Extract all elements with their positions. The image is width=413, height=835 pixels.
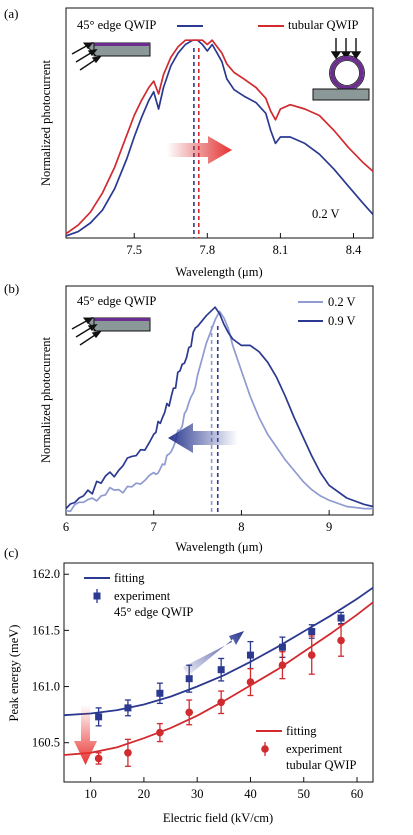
fit-curve-2 [63,601,374,756]
panel-b-peak-markers [210,326,219,515]
panel-a-shift-arrow [167,136,232,164]
panel-b-x-ticks: 6 7 8 9 [63,510,332,534]
legend-bottom-fit-label: fitting [286,724,317,738]
x-tick-label: 7.5 [126,243,142,257]
panel-c-legend-top: fitting experiment 45° edge QWIP [84,571,193,619]
data-point-square [308,628,316,636]
data-point-circle [278,661,287,669]
panel-a-voltage-annotation: 0.2 V [312,207,340,221]
data-point-circle [337,636,345,645]
panel-a-label: (a) [4,6,18,21]
panel-c-x-ticks: 10 20 30 40 50 60 [84,777,363,801]
panel-b-y-axis-label: Normalized photocurrent [39,336,53,463]
x-tick-label: 30 [191,787,204,801]
data-point-circle [217,698,225,707]
data-point-square [337,614,345,622]
legend-bottom-experiment-label: experiment [286,742,343,756]
panel-c-blue-arrow [183,631,244,676]
legend-top-device-label: 45° edge QWIP [114,605,193,619]
panel-c-data-points [94,611,345,767]
data-point-circle [307,651,316,659]
legend-0-9v-label: 0.9 V [328,314,356,328]
x-tick-label: 60 [351,787,364,801]
x-tick-label: 8.4 [346,243,362,257]
data-point-square [217,666,225,674]
x-tick-label: 10 [84,787,97,801]
legend-0-2v-label: 0.2 V [328,295,356,309]
data-point-square [185,675,193,683]
legend-top-fit-label: fitting [114,571,145,585]
series-line-2 [65,306,374,510]
panel-c-y-ticks: 160.5 161.0 161.5 162.0 [32,567,69,750]
x-tick-label: 40 [244,787,257,801]
data-point-square [246,651,254,659]
panel-c: (c) 10 20 30 40 50 60 160.5 161.0 161.5 162.0 Pe… [4,545,374,825]
panel-a-x-axis-label: Wavelength (μm) [175,265,262,279]
tubular-qwip-device-icon [312,38,370,101]
x-tick-label: 6 [63,520,69,534]
panel-a-legend: 45° edge QWIP tubular QWIP [77,18,359,32]
data-point-square [156,689,164,697]
panel-b-edge-device-icon [71,317,151,346]
series-line-1 [65,39,374,237]
data-point-square [278,643,286,651]
panel-b-curves [65,306,374,513]
panel-b-x-axis-label: Wavelength (μm) [175,540,262,554]
data-point-square [95,713,103,721]
panel-b-frame [65,285,374,516]
y-tick-label: 161.5 [32,623,60,637]
x-tick-label: 9 [326,520,332,534]
panel-c-label: (c) [4,545,18,560]
fit-curve-1 [63,586,374,717]
panel-a-y-axis-label: Normalized photocurrent [39,59,53,186]
x-tick-label: 8.1 [273,243,289,257]
data-point-circle [185,708,193,717]
x-tick-label: 50 [297,787,310,801]
panel-b-device-label: 45° edge QWIP [77,294,156,308]
legend-tubular-qwip-label: tubular QWIP [288,18,359,32]
x-tick-label: 7.8 [200,243,216,257]
data-point-circle [156,728,164,737]
y-tick-label: 160.5 [32,736,60,750]
x-tick-label: 7 [151,520,157,534]
legend-edge-qwip-label: 45° edge QWIP [77,18,156,32]
panel-b-shift-arrow [168,423,238,453]
x-tick-label: 20 [138,787,151,801]
y-tick-label: 161.0 [32,680,60,694]
panel-a: (a) 7.5 7.8 8.1 8.4 Normalized photocurrent… [4,6,374,279]
panel-b-legend: 0.2 V 0.9 V [298,295,356,328]
panel-b: (b) 6 7 8 9 Normalized photocurrent Wavelen… [4,281,374,554]
panel-c-legend-bottom: fitting experiment tubular QWIP [256,724,357,772]
data-point-square [124,704,132,712]
data-point-circle [124,749,132,757]
panel-a-x-ticks: 7.5 7.8 8.1 8.4 [126,233,362,257]
legend-bottom-device-label: tubular QWIP [286,758,357,772]
panel-c-x-axis-label: Electric field (kV/cm) [163,811,273,825]
panel-b-label: (b) [4,281,19,296]
panel-a-curves [65,39,374,237]
panel-a-frame [65,7,374,239]
panel-c-y-axis-label: Peak energy (meV) [7,625,21,722]
panel-c-frame [63,562,374,783]
series-line-2 [65,39,374,235]
x-tick-label: 8 [238,520,244,534]
data-point-circle [94,754,103,763]
legend-top-experiment-label: experiment [114,589,171,603]
panel-c-red-arrow [74,705,97,765]
y-tick-label: 162.0 [32,567,60,581]
data-point-circle [246,678,255,686]
edge-qwip-device-icon [71,42,151,71]
